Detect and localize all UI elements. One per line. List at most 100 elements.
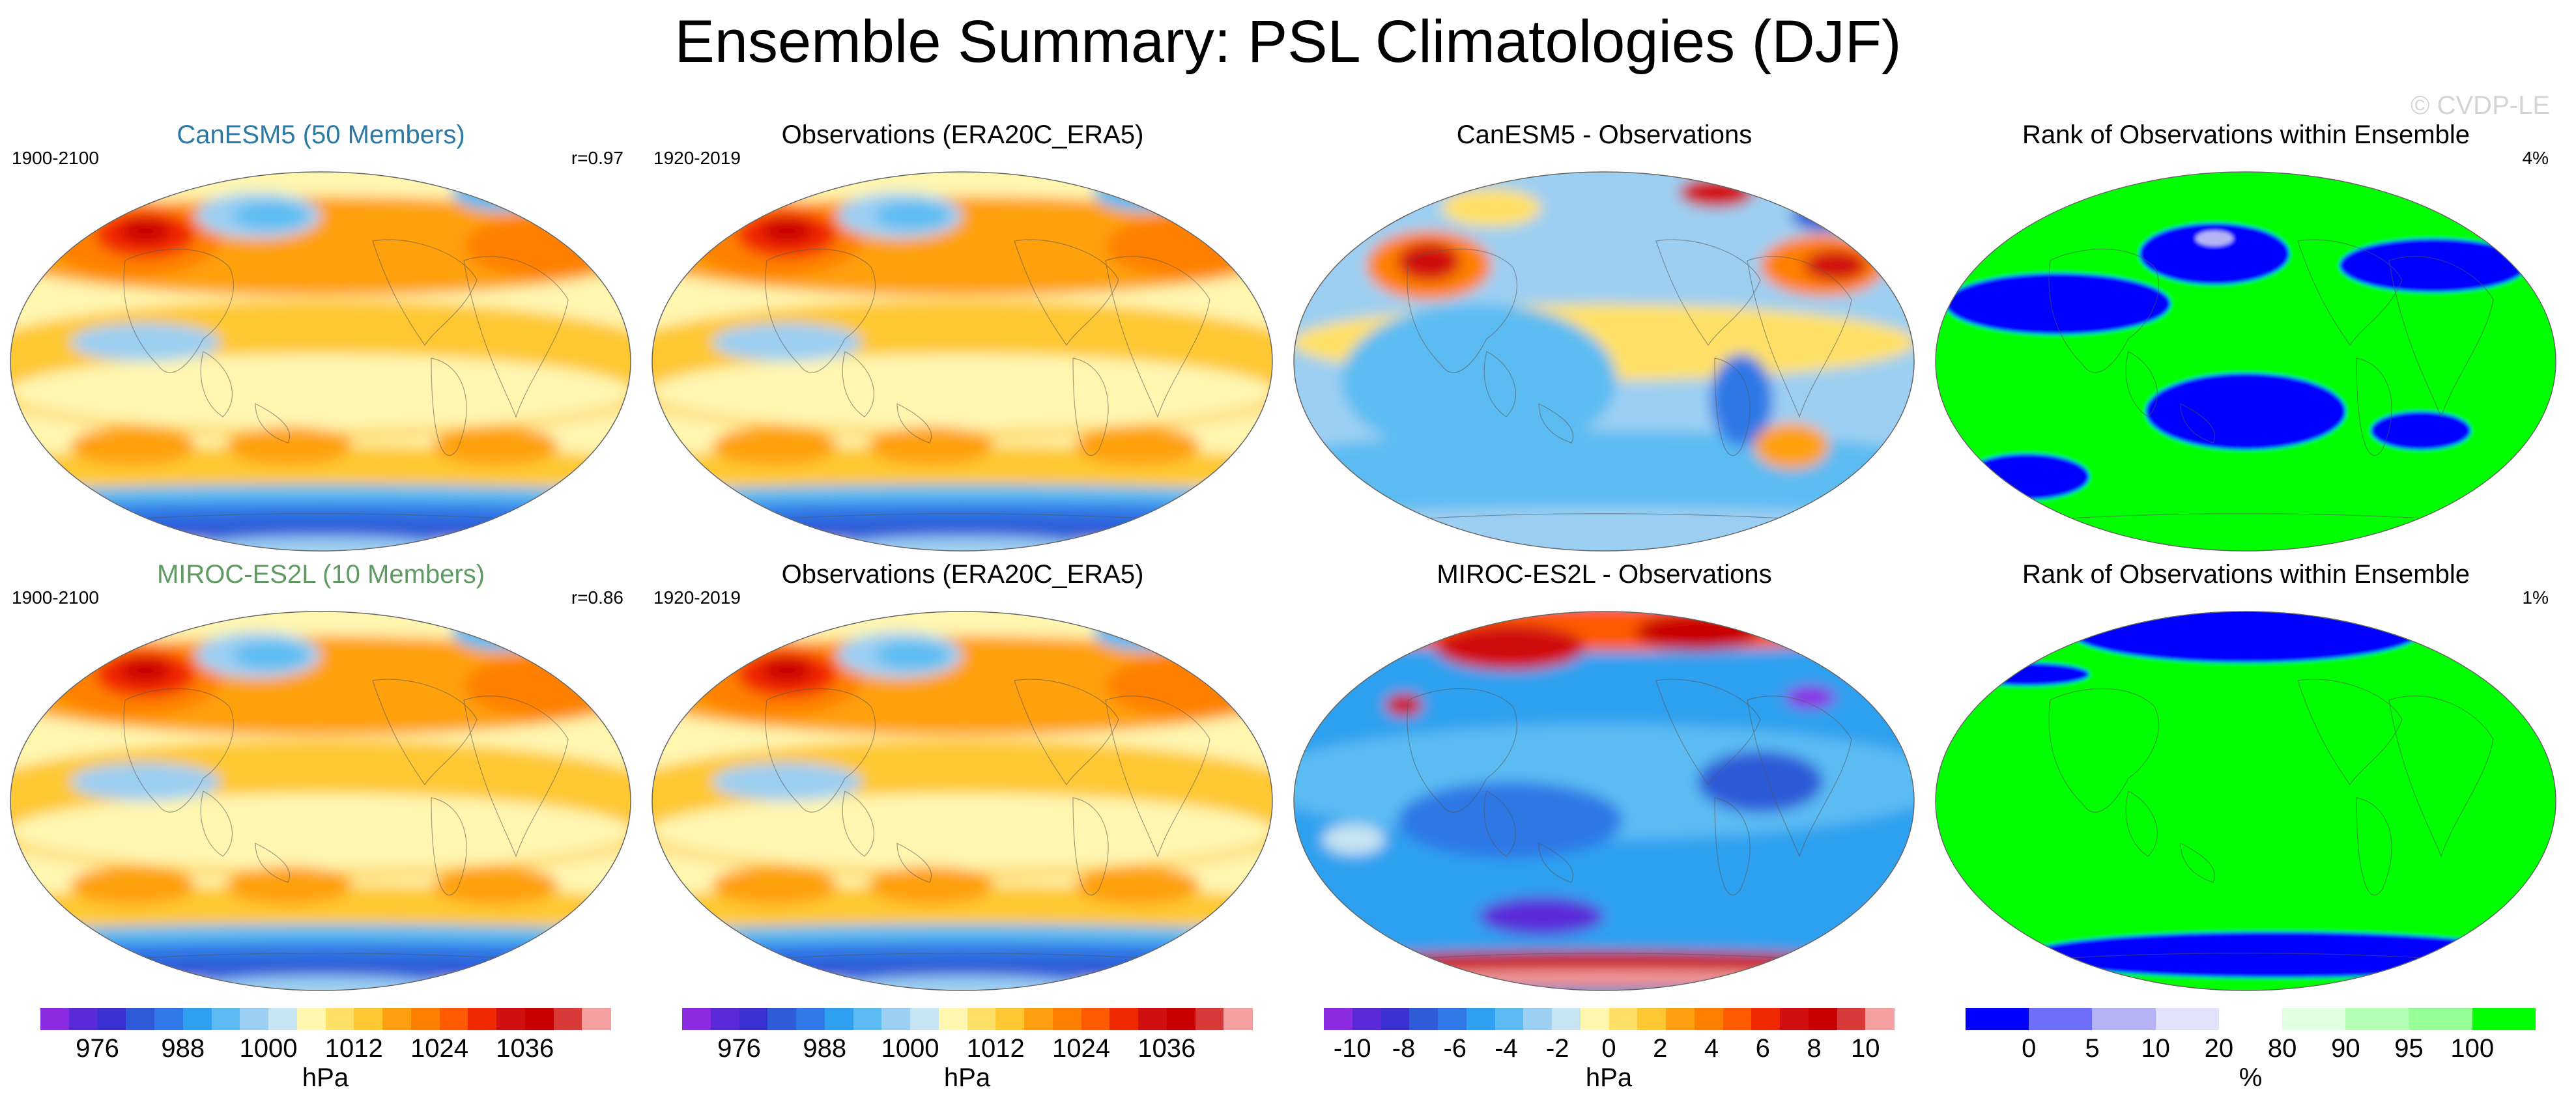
field-region <box>712 866 837 905</box>
colorbar-tick-label: 2 <box>1653 1034 1668 1063</box>
field-region <box>1754 423 1829 470</box>
colorbar-swatch <box>739 1008 768 1030</box>
field-region <box>451 612 552 651</box>
colorbar-swatch <box>2029 1008 2093 1030</box>
coastline <box>747 953 1184 961</box>
colorbar: -10 -8 -6 -4 -2 0 2 4 6 8 10 hPa <box>1324 1008 1895 1099</box>
map-panel: MIROC-ES2L - Observations <box>1283 560 1925 1003</box>
panel-title: Rank of Observations within Ensemble <box>2022 120 2470 149</box>
field-region <box>2340 238 2527 292</box>
field-region <box>70 763 221 801</box>
colorbar-tick-label: 10 <box>1851 1034 1880 1063</box>
colorbar-swatch <box>710 1008 739 1030</box>
coastline <box>2356 797 2392 896</box>
coastline <box>431 358 467 456</box>
map-panel: Rank of Observations within Ensemble 1% <box>1925 560 2567 1003</box>
colorbar-swatch <box>1694 1008 1723 1030</box>
field-region <box>1323 824 1385 855</box>
field-region <box>1106 654 1257 717</box>
field-region <box>70 866 195 905</box>
map-border <box>1293 611 1915 991</box>
coastline <box>1483 791 1517 857</box>
coastline <box>2180 843 2216 883</box>
coastline <box>1407 688 1518 813</box>
colorbar-swatch <box>2472 1008 2536 1030</box>
colorbar-tick-label: 1024 <box>1052 1034 1110 1063</box>
field-region <box>652 354 1272 431</box>
colorbar-swatch <box>1138 1008 1167 1030</box>
coastline <box>2125 351 2158 417</box>
coastline <box>1747 695 1852 858</box>
coastline <box>2125 791 2158 857</box>
field-region <box>2145 372 2346 450</box>
field-region <box>195 536 446 551</box>
field-region <box>874 641 950 669</box>
colorbar-tick-label: 1012 <box>966 1034 1025 1063</box>
panel-stat: 1% <box>2522 587 2549 608</box>
colorbar-swatch <box>240 1008 269 1030</box>
colorbar-units: hPa <box>1585 1063 1633 1092</box>
coastline <box>255 843 291 883</box>
panel-stat: r=0.97 <box>571 148 623 168</box>
field-region <box>1074 427 1200 466</box>
colorbar-swatch <box>2155 1008 2220 1030</box>
field-region <box>1397 781 1623 859</box>
colorbar-swatch <box>154 1008 184 1030</box>
field-region <box>1341 303 1617 458</box>
coastline <box>896 843 932 883</box>
colorbar: 976 988 1000 1012 1024 1036 hPa <box>682 1008 1253 1099</box>
map-panel: MIROC-ES2L (10 Members) 1900-2100 r=0.86 <box>0 560 642 1003</box>
coastline <box>1072 358 1109 456</box>
map-panel: CanESM5 - Observations <box>1283 120 1925 563</box>
field-region <box>1804 249 1867 281</box>
coastline <box>105 953 543 961</box>
panel-title: MIROC-ES2L - Observations <box>1437 560 1772 589</box>
field-region <box>1435 624 1586 671</box>
colorbar-tick-label: 1000 <box>239 1034 298 1063</box>
colorbar-swatch <box>1381 1008 1410 1030</box>
field-region <box>1385 693 1423 717</box>
colorbar-swatch <box>1780 1008 1809 1030</box>
coastline <box>123 688 235 813</box>
map-border <box>651 171 1273 552</box>
colorbar-tick-label: 1036 <box>496 1034 554 1063</box>
robinson-map <box>10 171 631 552</box>
coastline <box>1538 843 1574 883</box>
map-border <box>651 611 1273 991</box>
colorbar-tick-label: 1000 <box>881 1034 939 1063</box>
map-border <box>1293 171 1915 552</box>
colorbar-swatch <box>182 1008 212 1030</box>
colorbar-swatch <box>1352 1008 1381 1030</box>
coastline <box>2297 239 2403 346</box>
field-region <box>1964 453 2089 500</box>
coastline <box>2030 953 2468 961</box>
colorbar-tick-label: 0 <box>1601 1034 1616 1063</box>
coastline <box>1105 256 1210 418</box>
field-region <box>120 219 171 243</box>
panel-title: CanESM5 - Observations <box>1456 120 1753 149</box>
field-region <box>464 215 615 277</box>
field-region <box>433 866 558 905</box>
coastline <box>372 679 478 786</box>
colorbar-tick-label: 5 <box>2085 1034 2100 1063</box>
field-region <box>1698 751 1823 813</box>
coastline <box>2297 679 2403 786</box>
field-region <box>10 793 631 871</box>
colorbar-swatch <box>1751 1008 1781 1030</box>
robinson-map <box>1935 611 2556 991</box>
coastline <box>765 688 876 813</box>
colorbar-swatch <box>68 1008 98 1030</box>
colorbar-swatch <box>2345 1008 2410 1030</box>
robinson-map <box>651 171 1273 552</box>
field-region <box>1785 686 1836 709</box>
coastline <box>1388 513 1826 522</box>
field-region <box>233 202 308 229</box>
colorbar-tick-label: 0 <box>2022 1034 2037 1063</box>
colorbar-swatch <box>1865 1008 1895 1030</box>
field-region <box>1106 215 1257 277</box>
field-region <box>70 427 195 466</box>
panel-period: 1920-2019 <box>653 148 741 168</box>
colorbar-swatch <box>40 1008 70 1030</box>
coastline <box>1014 679 1119 786</box>
colorbar-swatch <box>938 1008 967 1030</box>
